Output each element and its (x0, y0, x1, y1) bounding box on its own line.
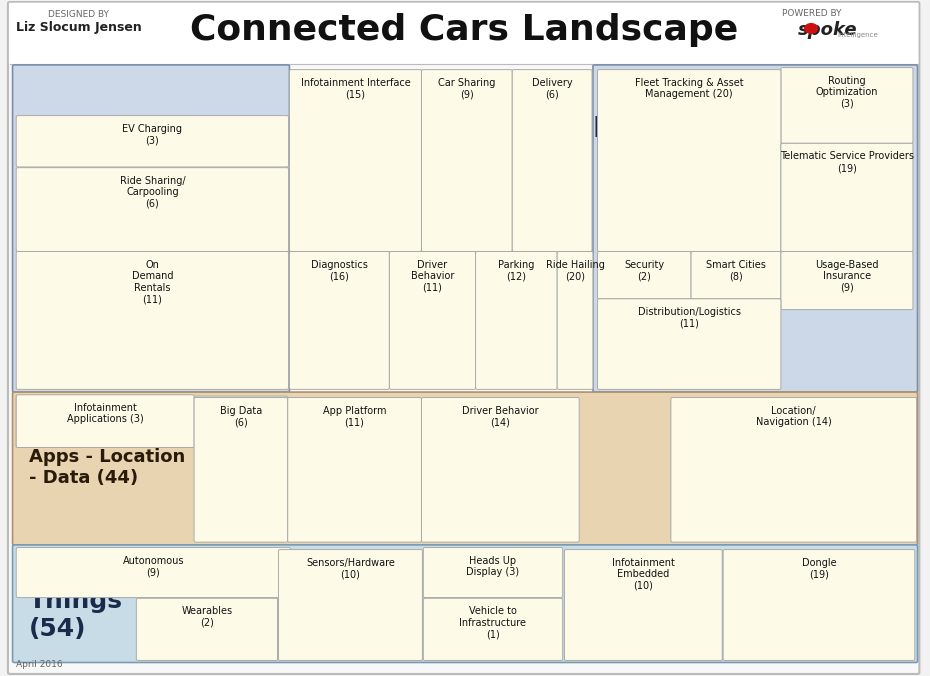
FancyBboxPatch shape (16, 396, 194, 448)
Text: Infotainment Interface
(15): Infotainment Interface (15) (300, 78, 410, 99)
Text: Vehicle to
Infrastructure
(1): Vehicle to Infrastructure (1) (459, 606, 526, 639)
Text: Distribution/Logistics
(11): Distribution/Logistics (11) (638, 307, 740, 329)
FancyBboxPatch shape (593, 65, 918, 392)
FancyBboxPatch shape (421, 397, 579, 542)
Text: Infotainment
Embedded
(10): Infotainment Embedded (10) (612, 558, 675, 591)
FancyBboxPatch shape (9, 3, 919, 64)
Text: Dongle
(19): Dongle (19) (802, 558, 836, 579)
FancyBboxPatch shape (16, 168, 288, 251)
Text: Things
(54): Things (54) (29, 589, 123, 641)
Text: Smart Cities
(8): Smart Cities (8) (706, 260, 766, 281)
Text: Wearables
(2): Wearables (2) (181, 606, 232, 628)
FancyBboxPatch shape (597, 70, 781, 251)
FancyBboxPatch shape (194, 397, 287, 542)
Text: Apps - Location
- Data (44): Apps - Location - Data (44) (29, 448, 185, 487)
Text: Driver
Behavior
(11): Driver Behavior (11) (411, 260, 454, 293)
Text: Consumer
(107): Consumer (107) (73, 183, 230, 243)
FancyBboxPatch shape (137, 598, 277, 660)
FancyBboxPatch shape (421, 70, 512, 251)
Text: On
Demand
Rentals
(11): On Demand Rentals (11) (132, 260, 173, 304)
Text: Enterprise
(72): Enterprise (72) (593, 115, 756, 176)
FancyBboxPatch shape (278, 550, 422, 660)
FancyBboxPatch shape (597, 251, 691, 299)
FancyBboxPatch shape (671, 397, 917, 542)
FancyBboxPatch shape (781, 68, 913, 143)
FancyBboxPatch shape (597, 299, 781, 389)
FancyBboxPatch shape (475, 251, 557, 389)
Text: Fleet Tracking & Asset
Management (20): Fleet Tracking & Asset Management (20) (635, 78, 743, 99)
FancyBboxPatch shape (724, 550, 915, 660)
Text: April 2016: April 2016 (16, 660, 63, 669)
Text: Usage-Based
Insurance
(9): Usage-Based Insurance (9) (816, 260, 879, 293)
FancyBboxPatch shape (565, 550, 723, 660)
Text: Delivery
(6): Delivery (6) (532, 78, 573, 99)
Text: Car Sharing
(9): Car Sharing (9) (438, 78, 496, 99)
FancyBboxPatch shape (287, 397, 421, 542)
Text: Security
(2): Security (2) (624, 260, 664, 281)
Text: Heads Up
Display (3): Heads Up Display (3) (467, 556, 520, 577)
Text: spoke: spoke (798, 21, 857, 39)
FancyBboxPatch shape (16, 251, 288, 389)
FancyBboxPatch shape (512, 70, 592, 251)
Text: EV Charging
(3): EV Charging (3) (123, 124, 182, 145)
FancyBboxPatch shape (16, 548, 290, 598)
Text: Ride Hailing
(20): Ride Hailing (20) (546, 260, 604, 281)
FancyBboxPatch shape (390, 251, 475, 389)
FancyBboxPatch shape (16, 395, 194, 448)
Text: Autonomous
(9): Autonomous (9) (123, 556, 184, 577)
Text: Infotainment
Applications (3): Infotainment Applications (3) (67, 403, 143, 425)
Text: Location/
Navigation (14): Location/ Navigation (14) (756, 406, 831, 427)
Text: POWERED BY: POWERED BY (782, 9, 842, 18)
Text: App Platform
(11): App Platform (11) (323, 406, 386, 427)
FancyBboxPatch shape (289, 251, 390, 389)
Text: Diagnostics
(16): Diagnostics (16) (311, 260, 368, 281)
FancyBboxPatch shape (194, 396, 287, 448)
FancyBboxPatch shape (289, 70, 421, 251)
Text: Connected Cars Landscape: Connected Cars Landscape (190, 14, 737, 47)
Text: Routing
Optimization
(3): Routing Optimization (3) (816, 76, 878, 109)
Text: Parking
(12): Parking (12) (498, 260, 535, 281)
FancyBboxPatch shape (557, 251, 593, 389)
FancyBboxPatch shape (423, 548, 563, 598)
Text: Ride Sharing/
Carpooling
(6): Ride Sharing/ Carpooling (6) (120, 176, 185, 209)
FancyBboxPatch shape (691, 251, 781, 299)
FancyBboxPatch shape (8, 2, 920, 674)
Text: Big Data
(6): Big Data (6) (219, 406, 262, 427)
Text: Sensors/Hardware
(10): Sensors/Hardware (10) (306, 558, 395, 579)
Text: Driver Behavior
(14): Driver Behavior (14) (462, 406, 538, 427)
Text: intelligence: intelligence (838, 32, 878, 38)
Text: Infotainment
Applications (3): Infotainment Applications (3) (67, 404, 143, 426)
FancyBboxPatch shape (12, 65, 289, 392)
Text: Big Data
(6): Big Data (6) (219, 404, 262, 426)
Text: Telematic Service Providers
(19): Telematic Service Providers (19) (780, 151, 914, 173)
FancyBboxPatch shape (16, 116, 288, 167)
FancyBboxPatch shape (781, 143, 913, 251)
Circle shape (804, 24, 817, 33)
FancyBboxPatch shape (12, 392, 918, 545)
FancyBboxPatch shape (781, 251, 913, 310)
FancyBboxPatch shape (12, 545, 918, 662)
Text: DESIGNED BY: DESIGNED BY (48, 10, 109, 20)
FancyBboxPatch shape (423, 598, 563, 660)
Text: Liz Slocum Jensen: Liz Slocum Jensen (16, 20, 141, 34)
